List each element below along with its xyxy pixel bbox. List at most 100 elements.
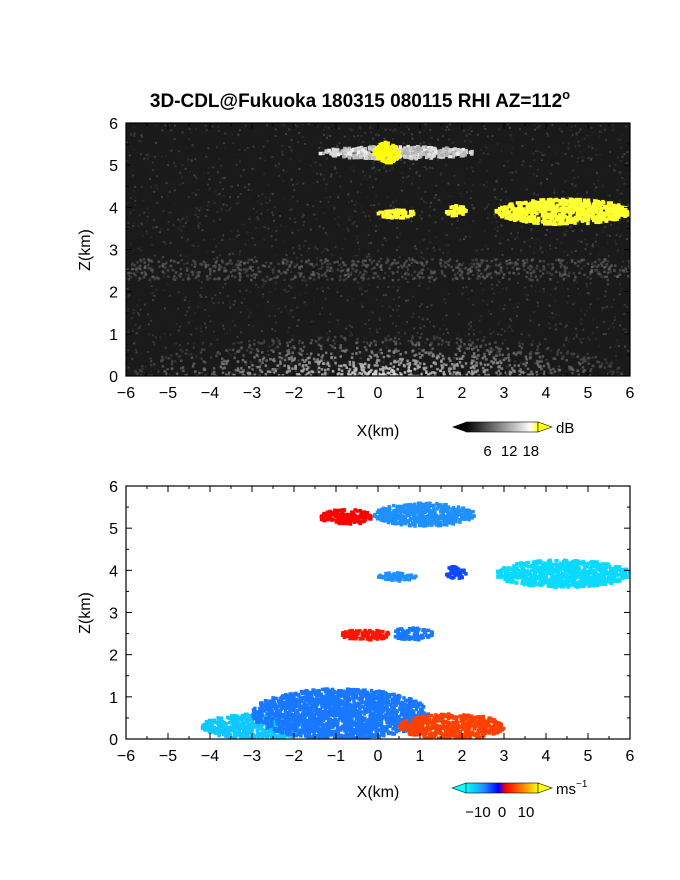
noise-pixel [530,350,533,353]
noise-pixel [160,338,163,341]
noise-pixel [485,206,488,209]
noise-pixel [389,315,392,318]
noise-pixel [239,290,242,293]
noise-pixel [507,238,510,241]
pixel [508,277,511,281]
pixel [454,353,458,356]
noise-pixel [270,192,273,195]
pixel [358,154,363,158]
noise-pixel [624,331,627,334]
pixel [434,362,437,365]
noise-pixel [479,317,482,320]
noise-pixel [187,342,190,345]
noise-pixel [126,201,129,204]
pixel [587,356,591,360]
pixel [151,275,155,278]
pixel [584,212,589,216]
noise-pixel [199,294,202,297]
noise-pixel [456,227,459,230]
pixel [498,353,501,356]
noise-pixel [402,142,405,145]
noise-pixel [143,303,146,306]
pixel [306,356,310,360]
pixel [412,259,416,262]
noise-pixel [239,174,242,177]
noise-pixel [174,124,177,127]
pixel [167,357,170,360]
pixel [238,278,242,282]
pixel [540,367,543,371]
noise-pixel [364,322,367,325]
pixel [465,373,469,376]
noise-pixel [540,242,543,245]
noise-pixel [212,199,215,202]
pixel [320,336,323,339]
pixel [499,262,502,265]
noise-pixel [468,263,471,266]
noise-pixel [372,137,375,140]
pixel [494,208,499,213]
noise-pixel [583,264,586,267]
noise-pixel [352,221,355,224]
pixel [253,276,256,279]
noise-pixel [346,227,349,230]
pixel [595,216,599,221]
pixel [568,211,572,216]
pixel [530,216,534,220]
noise-pixel [403,330,406,333]
pixel [368,344,372,347]
noise-pixel [376,286,379,289]
noise-pixel [177,291,180,294]
pixel [261,361,264,364]
pixel [377,359,381,362]
pixel [140,370,144,373]
pixel [346,154,351,158]
pixel [479,345,482,349]
pixel [477,263,481,266]
noise-pixel [426,305,429,308]
noise-pixel [564,338,567,341]
pixel [459,149,463,153]
noise-pixel [394,129,397,132]
pixel [557,348,561,352]
pixel [516,258,520,261]
pixel [515,267,519,271]
pixel [476,348,480,352]
pixel [425,260,429,264]
noise-pixel [270,290,273,293]
pixel [604,218,608,223]
noise-pixel [128,328,131,331]
noise-pixel [616,182,619,185]
noise-pixel [532,152,535,155]
pixel [467,277,471,280]
pixel [250,258,253,262]
noise-pixel [582,328,585,331]
pixel [386,258,390,262]
pixel [528,219,533,223]
noise-pixel [580,341,583,344]
noise-pixel [188,137,191,140]
pixel [427,147,432,152]
noise-pixel [274,281,277,284]
noise-pixel [135,348,138,351]
pixel [552,214,556,218]
pixel [389,263,393,266]
noise-pixel [257,218,260,221]
noise-pixel [587,366,590,369]
pixel [589,369,592,373]
pixel [588,206,593,210]
noise-pixel [364,131,367,134]
pixel [548,205,553,209]
pixel [347,155,352,160]
pixel [370,350,374,353]
noise-pixel [251,237,254,240]
noise-pixel [266,124,269,127]
noise-pixel [500,150,503,153]
noise-pixel [136,304,139,307]
noise-pixel [411,316,414,319]
pixel [225,262,229,266]
pixel [163,266,167,270]
noise-pixel [461,275,464,278]
pixel [339,269,343,273]
noise-pixel [470,289,473,292]
